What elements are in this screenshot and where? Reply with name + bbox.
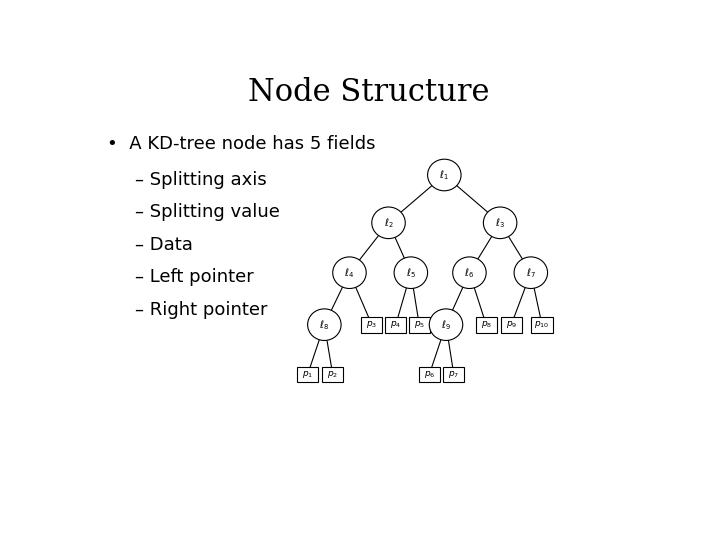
Text: $p_8$: $p_8$ (480, 319, 492, 330)
Text: – Right pointer: – Right pointer (135, 301, 267, 319)
Ellipse shape (453, 257, 486, 288)
Text: $\ell_7$: $\ell_7$ (526, 266, 536, 280)
Text: $p_{10}$: $p_{10}$ (534, 319, 549, 330)
Text: – Splitting value: – Splitting value (135, 203, 279, 221)
Text: $p_1$: $p_1$ (302, 369, 313, 380)
Ellipse shape (429, 309, 463, 341)
Text: $p_3$: $p_3$ (366, 319, 377, 330)
Ellipse shape (514, 257, 547, 288)
Text: – Left pointer: – Left pointer (135, 268, 253, 286)
FancyBboxPatch shape (361, 317, 382, 333)
FancyBboxPatch shape (409, 317, 430, 333)
Text: $\ell_8$: $\ell_8$ (320, 318, 329, 332)
Text: $p_4$: $p_4$ (390, 319, 402, 330)
Text: – Splitting axis: – Splitting axis (135, 171, 266, 189)
Text: $p_9$: $p_9$ (505, 319, 517, 330)
FancyBboxPatch shape (444, 367, 464, 382)
FancyBboxPatch shape (476, 317, 497, 333)
FancyBboxPatch shape (531, 317, 552, 333)
Text: $p_7$: $p_7$ (448, 369, 459, 380)
FancyBboxPatch shape (297, 367, 318, 382)
Text: $\ell_9$: $\ell_9$ (441, 318, 451, 332)
Text: $\ell_2$: $\ell_2$ (384, 216, 393, 229)
Text: $p_2$: $p_2$ (327, 369, 338, 380)
FancyBboxPatch shape (385, 317, 406, 333)
FancyBboxPatch shape (322, 367, 343, 382)
Ellipse shape (428, 159, 461, 191)
Ellipse shape (333, 257, 366, 288)
Text: $\ell_3$: $\ell_3$ (495, 216, 505, 229)
Text: $\ell_6$: $\ell_6$ (464, 266, 474, 280)
FancyBboxPatch shape (418, 367, 440, 382)
Ellipse shape (307, 309, 341, 341)
Text: $\ell_5$: $\ell_5$ (406, 266, 416, 280)
Text: Node Structure: Node Structure (248, 77, 490, 109)
Text: •  A KD-tree node has 5 fields: • A KD-tree node has 5 fields (107, 136, 375, 153)
Text: $\ell_1$: $\ell_1$ (439, 168, 449, 182)
Ellipse shape (372, 207, 405, 239)
Ellipse shape (483, 207, 517, 239)
Text: – Data: – Data (135, 235, 192, 254)
FancyBboxPatch shape (500, 317, 522, 333)
Text: $\ell_4$: $\ell_4$ (344, 266, 354, 280)
Text: $p_6$: $p_6$ (423, 369, 435, 380)
Text: $p_5$: $p_5$ (413, 319, 425, 330)
Ellipse shape (394, 257, 428, 288)
